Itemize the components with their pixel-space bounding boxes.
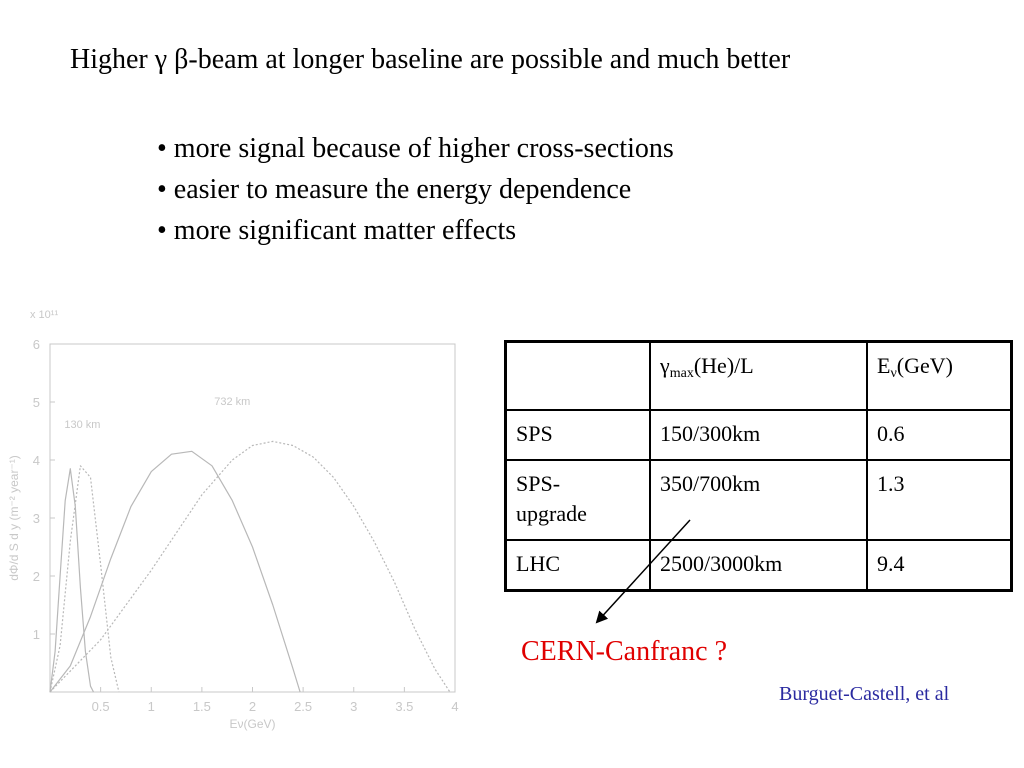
y-multiplier: x 10¹¹ — [30, 309, 58, 321]
x-tick-label: 2.5 — [294, 699, 312, 714]
y-tick-label: 3 — [33, 511, 40, 526]
slide-title: Higher γ β-beam at longer baseline are p… — [70, 44, 791, 75]
table-header-gamma: γmax(He)/L — [649, 340, 868, 411]
series-line-1 — [49, 468, 95, 693]
row-name: SPS — [504, 409, 651, 461]
table-header-cell — [504, 340, 651, 411]
curve-annotation: 130 km — [64, 419, 100, 431]
x-tick-label: 3 — [350, 699, 357, 714]
y-tick-label: 5 — [33, 395, 40, 410]
row-name: SPS-upgrade — [504, 459, 651, 541]
x-tick-label: 3.5 — [395, 699, 413, 714]
bullet-item: • easier to measure the energy dependenc… — [157, 174, 632, 205]
row-energy: 0.6 — [866, 409, 1013, 461]
row-baseline: 2500/3000km — [649, 539, 868, 592]
x-tick-label: 0.5 — [92, 699, 110, 714]
parameter-table: γmax(He)/L Eν(GeV) SPS 150/300km 0.6 SPS… — [504, 340, 1013, 592]
y-tick-label: 4 — [33, 453, 40, 468]
y-tick-label: 6 — [33, 337, 40, 352]
gamma-symbol: γ — [154, 44, 168, 75]
bullet-item: • more significant matter effects — [157, 215, 517, 246]
author-credit: Burguet-Castell, et al — [779, 683, 950, 705]
bullet-item: • more signal because of higher cross-se… — [157, 133, 674, 164]
table-header-row: γmax(He)/L Eν(GeV) — [504, 340, 1013, 411]
x-tick-label: 1 — [148, 699, 155, 714]
row-energy: 9.4 — [866, 539, 1013, 592]
series-line-2 — [49, 465, 120, 693]
x-axis-label: Eν(GeV) — [229, 717, 275, 731]
row-baseline: 150/300km — [649, 409, 868, 461]
curve-annotation: 732 km — [214, 396, 250, 408]
series-line-4 — [49, 440, 451, 693]
y-tick-label: 2 — [33, 569, 40, 584]
cern-canfranc-label: CERN-Canfranc ? — [521, 636, 728, 667]
row-name: LHC — [504, 539, 651, 592]
table-row: SPS-upgrade 350/700km 1.3 — [504, 459, 1013, 541]
row-baseline: 350/700km — [649, 459, 868, 541]
bullet-list: • more signal because of higher cross-se… — [157, 128, 674, 251]
flux-chart: 0.5 1 1.5 2 2.5 3 3.5 4 1 2 3 4 5 6 x 10¹¹ Eν(GeV) dΦ/d … — [7, 309, 459, 731]
series-line-3 — [49, 450, 301, 693]
table-row: SPS 150/300km 0.6 — [504, 409, 1013, 461]
beta-symbol: β — [174, 44, 189, 75]
table-header-energy: Eν(GeV) — [866, 340, 1013, 411]
row-energy: 1.3 — [866, 459, 1013, 541]
plot-frame — [49, 343, 456, 693]
y-axis-label: dΦ/d S d y (m⁻² year⁻¹) — [7, 455, 21, 581]
x-tick-label: 1.5 — [193, 699, 211, 714]
table-row: LHC 2500/3000km 9.4 — [504, 539, 1013, 592]
x-tick-label: 2 — [249, 699, 256, 714]
x-tick-label: 4 — [451, 699, 458, 714]
y-tick-label: 1 — [33, 627, 40, 642]
